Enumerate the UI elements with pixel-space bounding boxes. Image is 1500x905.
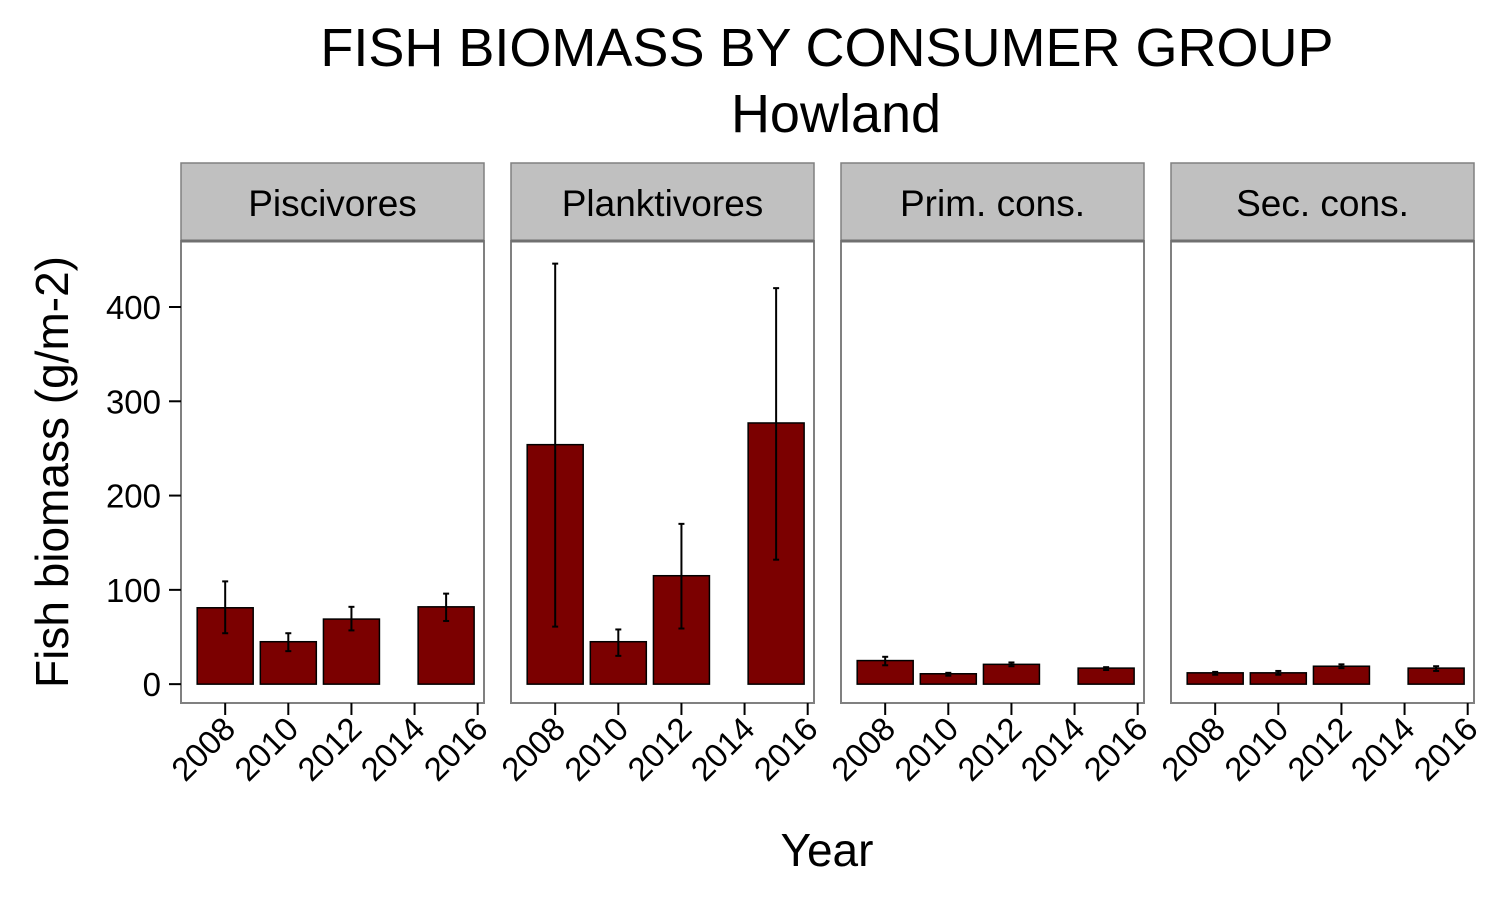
x-tick-label: 2010 [227,710,305,788]
x-tick-label: 2012 [1280,710,1358,788]
x-tick-label: 2008 [1154,710,1232,788]
x-tick-label: 2008 [164,710,242,788]
facet-strip-label: Sec. cons. [1236,183,1409,224]
x-tick-label: 2012 [290,710,368,788]
facet-strip-label: Planktivores [562,183,764,224]
error-bar [222,580,229,635]
y-tick-label: 0 [143,666,161,703]
error-bar [1338,663,1345,670]
chart-title: FISH BIOMASS BY CONSUMER GROUP [320,18,1333,78]
x-tick-label: 2010 [557,710,635,788]
error-bar [552,262,559,628]
x-tick-label: 2010 [1217,710,1295,788]
x-tick-label: 2012 [950,710,1028,788]
y-axis: 0 100 200 300 400 [106,289,181,703]
error-bar [678,522,685,630]
error-bar [285,632,292,653]
facet-strip [180,162,485,242]
error-bar [615,628,622,657]
x-tick-label: 2016 [747,710,825,788]
x-tick-label: 2012 [620,710,698,788]
error-bar [882,655,889,667]
error-bar [1433,665,1440,672]
facet-strip [840,162,1145,242]
panels-layer: Piscivores20082010201220142016Planktivor… [164,162,1485,788]
facet-strip-label: Prim. cons. [900,183,1085,224]
error-bar [348,605,355,632]
panel-plot-area [840,240,1145,704]
y-tick-label: 300 [106,383,161,420]
x-tick-label: 2016 [1407,710,1485,788]
panel-plot-area [1170,240,1475,704]
error-bar [945,671,952,677]
x-tick-label: 2014 [353,710,431,788]
error-bar [773,287,780,561]
error-bar [1008,661,1015,668]
error-bar [1275,669,1282,676]
x-axis-label: Year [781,824,874,876]
facet-strip [1170,162,1475,242]
facet-strip [510,162,815,242]
y-tick-label: 200 [106,478,161,515]
x-tick-label: 2014 [1013,710,1091,788]
error-bar [1212,670,1219,676]
bar [982,663,1041,685]
y-tick-label: 400 [106,289,161,326]
x-tick-label: 2010 [887,710,965,788]
x-tick-label: 2014 [1343,710,1421,788]
x-tick-label: 2008 [494,710,572,788]
chart-subtitle: Howland [731,84,941,144]
x-tick-label: 2014 [683,710,761,788]
error-bar [443,592,450,622]
x-tick-label: 2008 [824,710,902,788]
facet-strip-label: Piscivores [248,183,417,224]
x-tick-label: 2016 [417,710,495,788]
y-axis-label: Fish biomass (g/m-2) [26,256,78,688]
error-bar [1103,666,1110,671]
y-tick-label: 100 [106,572,161,609]
x-tick-label: 2016 [1077,710,1155,788]
